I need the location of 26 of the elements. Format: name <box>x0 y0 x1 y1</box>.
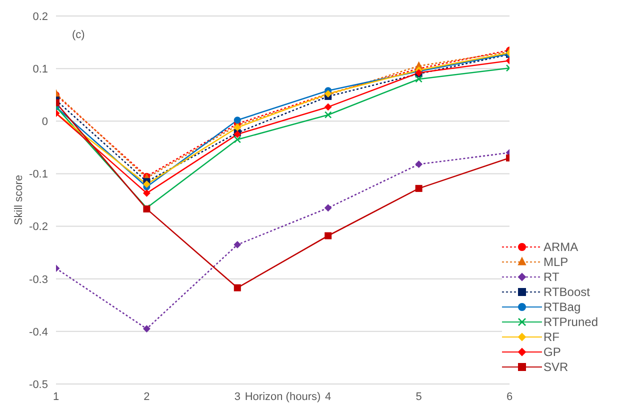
y-tick-label: -0.2 <box>29 221 48 234</box>
x-axis-title: Horizon (hours) <box>244 391 321 403</box>
y-tick-label: -0.5 <box>29 378 48 391</box>
legend-label: ARMA <box>544 240 578 254</box>
y-tick-label: -0.4 <box>29 326 48 338</box>
x-tick-label: 4 <box>325 390 332 403</box>
legend-label: RTBoost <box>544 284 590 298</box>
annotation: (c) <box>72 29 85 41</box>
x-tick-label: 3 <box>234 390 240 403</box>
x-tick-label: 1 <box>52 390 60 403</box>
y-tick-label: -0.1 <box>29 168 48 181</box>
legend-label: SVR <box>544 360 568 374</box>
legend-label: RF <box>544 330 560 344</box>
y-tick-label: 0 <box>42 116 48 128</box>
legend-label: RT <box>544 270 560 284</box>
y-tick-label: -0.3 <box>29 274 48 286</box>
legend-label: RTPruned <box>544 314 598 328</box>
x-tick-label: 2 <box>144 390 150 403</box>
legend-label: MLP <box>544 254 568 268</box>
y-axis-title: Skill score <box>12 174 25 226</box>
legend-label: RTBag <box>544 300 581 314</box>
x-tick-label: 5 <box>416 390 422 403</box>
y-tick-label: 0.2 <box>32 10 48 23</box>
y-tick-label: 0.1 <box>32 63 48 76</box>
x-tick-label: 6 <box>506 390 513 403</box>
legend-label: GP <box>544 344 561 358</box>
